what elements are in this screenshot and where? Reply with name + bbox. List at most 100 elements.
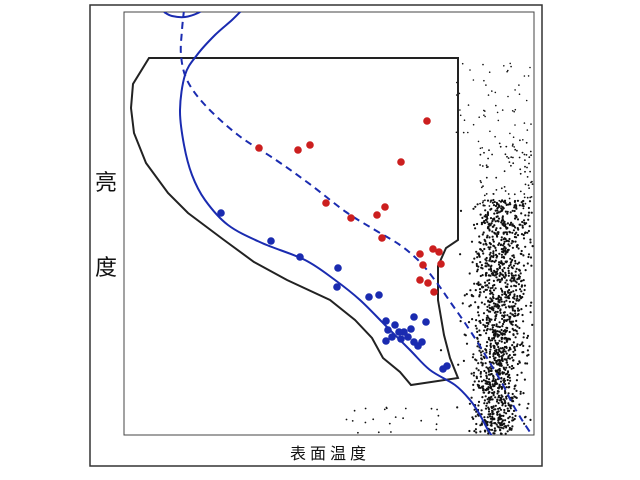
field-star <box>495 270 498 273</box>
field-star <box>506 222 509 225</box>
field-star <box>483 399 486 402</box>
field-star <box>485 332 488 335</box>
field-star <box>512 409 516 412</box>
field-star <box>514 214 517 217</box>
field-star <box>479 213 482 216</box>
field-star <box>503 186 506 188</box>
field-star <box>489 386 492 389</box>
blue-star-point <box>333 283 341 291</box>
field-star <box>511 412 514 416</box>
field-star <box>484 209 487 212</box>
field-star <box>510 65 512 68</box>
field-star <box>495 276 498 279</box>
field-star <box>501 304 504 307</box>
field-star <box>488 241 491 245</box>
field-star <box>517 277 520 280</box>
field-star <box>515 207 518 210</box>
field-star <box>521 151 524 154</box>
field-star <box>507 402 510 405</box>
field-star <box>507 203 510 206</box>
field-star <box>486 423 489 426</box>
field-star <box>484 258 487 261</box>
field-star <box>516 307 520 310</box>
field-star <box>506 233 509 236</box>
y-axis-label-char-1: 亮 <box>95 171 117 196</box>
field-star <box>499 424 502 427</box>
field-star <box>508 385 511 389</box>
red-star-point <box>416 250 424 258</box>
field-star <box>474 358 477 361</box>
field-star <box>491 201 494 204</box>
field-star <box>499 331 502 334</box>
field-star <box>517 268 521 271</box>
field-star <box>486 314 489 317</box>
field-star <box>486 279 489 282</box>
field-star <box>530 301 533 304</box>
field-star <box>506 283 509 286</box>
field-star <box>516 297 519 300</box>
field-star <box>508 293 512 296</box>
field-star <box>490 318 493 321</box>
field-star <box>505 352 508 355</box>
field-star <box>527 218 530 221</box>
field-star <box>515 231 518 234</box>
field-star <box>525 304 528 307</box>
field-star <box>496 255 499 258</box>
field-star <box>475 431 478 434</box>
field-star <box>494 382 497 386</box>
field-star <box>513 146 515 148</box>
field-star <box>500 300 503 303</box>
field-star <box>496 369 499 372</box>
field-star <box>519 168 522 171</box>
field-star <box>498 242 501 245</box>
field-star <box>497 416 500 420</box>
field-star <box>514 336 517 339</box>
field-star <box>476 311 480 314</box>
field-star <box>504 249 507 252</box>
field-star <box>489 274 492 277</box>
blue-star-point <box>391 321 399 329</box>
field-star <box>488 366 491 369</box>
field-star <box>498 305 501 308</box>
field-star <box>488 248 491 251</box>
field-star <box>477 265 480 268</box>
field-star <box>508 288 511 292</box>
field-star <box>461 62 464 65</box>
field-star <box>484 407 488 410</box>
field-star <box>481 274 484 277</box>
field-star <box>522 344 525 347</box>
field-star <box>480 186 483 189</box>
field-star <box>492 374 495 377</box>
field-star <box>524 165 526 168</box>
field-star <box>530 264 533 267</box>
field-star <box>457 363 460 366</box>
field-star <box>495 297 498 300</box>
field-star <box>502 350 505 353</box>
field-star <box>523 422 526 425</box>
field-star <box>493 349 497 352</box>
field-star <box>530 181 532 184</box>
field-star <box>511 110 514 112</box>
field-star <box>504 292 507 296</box>
field-star <box>475 422 478 426</box>
field-star <box>477 140 480 143</box>
field-star <box>489 251 492 254</box>
field-star <box>492 432 495 435</box>
field-star <box>487 286 490 289</box>
field-star <box>498 280 501 284</box>
field-star <box>521 224 524 227</box>
field-star <box>523 153 526 156</box>
field-star <box>477 362 480 365</box>
field-star <box>505 386 508 389</box>
field-star <box>526 336 529 339</box>
field-star <box>483 247 486 251</box>
field-star <box>528 187 530 190</box>
field-star <box>477 380 480 383</box>
field-star <box>509 348 512 351</box>
field-star <box>486 420 489 424</box>
field-star <box>472 123 475 126</box>
field-star <box>515 389 518 392</box>
field-star <box>505 203 508 206</box>
field-star <box>505 412 508 415</box>
field-star <box>491 291 494 294</box>
